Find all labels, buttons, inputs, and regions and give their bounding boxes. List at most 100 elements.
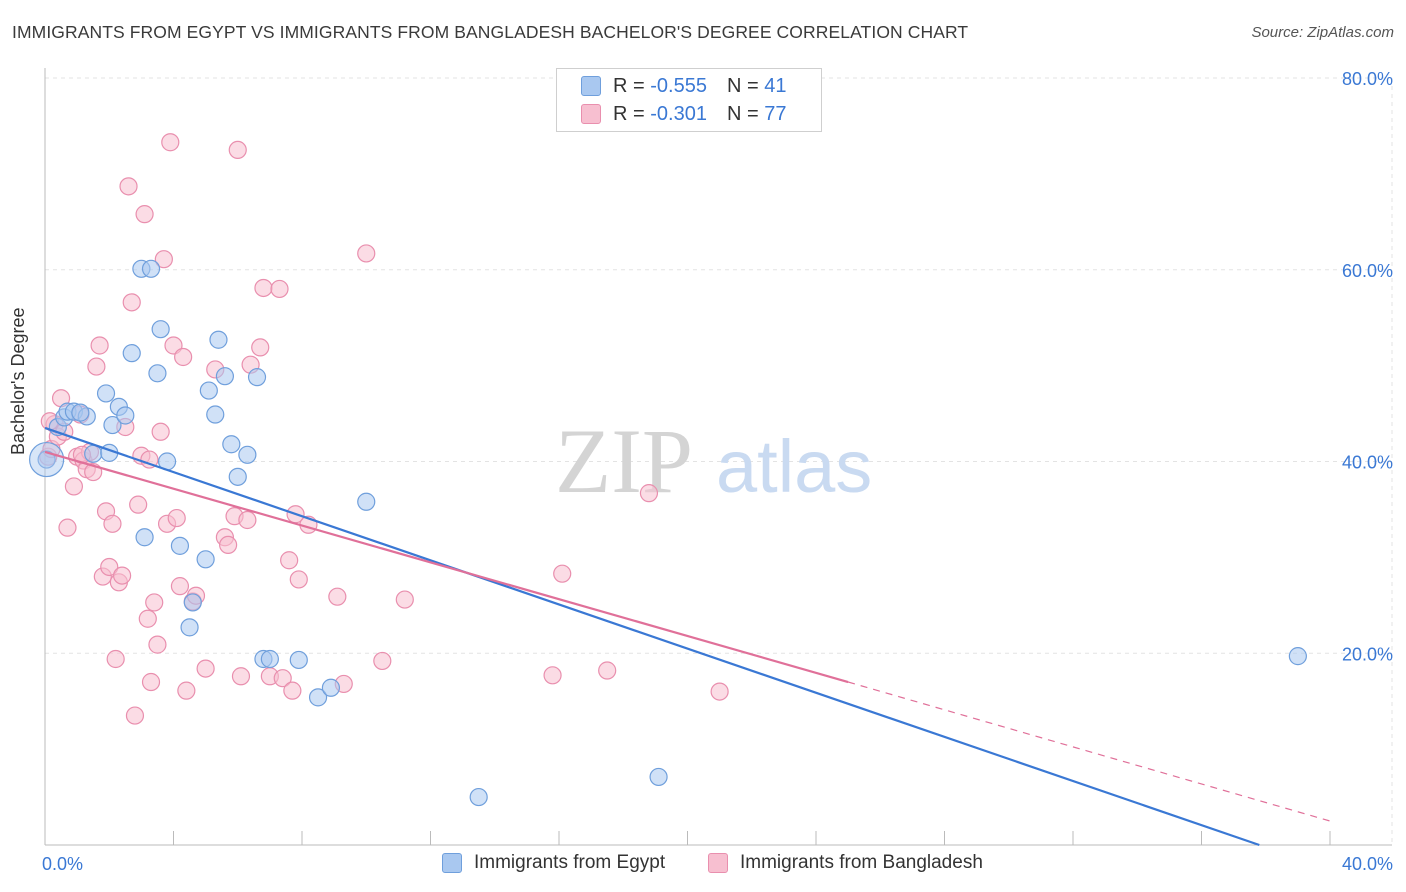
bangladesh-point — [177, 681, 196, 700]
bangladesh-point — [122, 293, 141, 312]
bangladesh-point — [273, 669, 292, 688]
x-tick-label-max: 40.0% — [1342, 854, 1393, 874]
x-tick-label-min: 0.0% — [42, 854, 83, 874]
egypt-point — [222, 435, 241, 454]
watermark-zip: ZIP — [555, 410, 693, 512]
egypt-point — [180, 618, 199, 637]
bangladesh-point — [174, 347, 193, 367]
egypt-point — [84, 444, 103, 463]
legend-bangladesh-r: -0.301 — [650, 102, 707, 125]
egypt-point — [148, 364, 167, 383]
egypt-point — [289, 650, 308, 670]
egypt-trend-line — [44, 426, 1260, 847]
bangladesh-point — [228, 140, 247, 160]
egypt-point — [649, 767, 668, 787]
y-tick-label: 20.0% — [1342, 644, 1393, 664]
source-label: Source: ZipAtlas.com — [1251, 24, 1394, 41]
bangladesh-point — [251, 338, 270, 357]
bangladesh-point — [87, 357, 106, 376]
legend-n-label: N = — [726, 102, 759, 125]
data-points — [29, 133, 1307, 807]
bangladesh-point — [373, 651, 392, 671]
egypt-point — [103, 415, 122, 435]
bangladesh-point — [553, 564, 572, 583]
bangladesh-point — [141, 672, 161, 692]
bangladesh-trend-line — [44, 450, 849, 684]
egypt-point — [135, 528, 154, 547]
bangladesh-point — [543, 666, 562, 685]
bottom-legend-egypt: Immigrants from Egypt — [442, 852, 665, 874]
egypt-point — [206, 405, 225, 424]
legend-row-egypt: R = -0.555 N = 41 — [581, 73, 786, 99]
y-axis-label: Bachelor's Degree — [8, 307, 28, 455]
bangladesh-point — [145, 593, 164, 612]
bangladesh-point — [231, 667, 251, 686]
watermark: ZIP atlas — [555, 410, 872, 512]
y-tick-label: 40.0% — [1342, 453, 1393, 473]
egypt-point — [116, 406, 135, 425]
egypt-point — [247, 368, 267, 387]
egypt-point — [96, 384, 116, 403]
egypt-point — [122, 344, 141, 363]
egypt-point — [196, 550, 215, 569]
egypt-point — [321, 678, 341, 697]
egypt-point — [71, 403, 90, 422]
legend-bangladesh-n: 77 — [764, 102, 787, 125]
egypt-point — [357, 492, 376, 511]
bangladesh-point — [161, 133, 180, 152]
egypt-point — [308, 688, 328, 707]
legend-n-label: N = — [726, 74, 759, 97]
egypt-point — [183, 593, 202, 612]
legend-row-bangladesh: R = -0.301 N = 77 — [581, 101, 786, 127]
egypt-point — [37, 450, 56, 469]
egypt-point — [199, 381, 218, 400]
legend-egypt-r: -0.555 — [650, 74, 707, 97]
bangladesh-point — [196, 659, 215, 678]
egypt-swatch — [581, 76, 601, 96]
bangladesh-point — [148, 635, 167, 654]
bangladesh-point — [289, 570, 308, 589]
bangladesh-trend-extension — [847, 681, 1331, 822]
egypt-point — [215, 367, 234, 386]
bangladesh-point — [129, 495, 148, 514]
trend-lines — [44, 426, 1331, 847]
bottom-legend-bangladesh: Immigrants from Bangladesh — [708, 852, 983, 874]
bangladesh-point — [100, 557, 119, 577]
bangladesh-legend-swatch — [708, 853, 728, 873]
bangladesh-point — [219, 535, 238, 555]
egypt-point — [260, 649, 279, 669]
bangladesh-point — [135, 205, 154, 224]
egypt-point — [170, 536, 190, 555]
bangladesh-point — [151, 422, 170, 441]
bangladesh-point — [170, 577, 190, 596]
egypt-point — [238, 445, 257, 464]
bangladesh-swatch — [581, 104, 601, 124]
bangladesh-point — [154, 250, 173, 269]
legend-r-label: R = — [613, 102, 645, 125]
bangladesh-point — [238, 510, 257, 530]
bangladesh-point — [138, 609, 157, 628]
bangladesh-legend-label: Immigrants from Bangladesh — [740, 852, 983, 873]
egypt-point — [209, 330, 228, 349]
bangladesh-point — [357, 244, 376, 263]
legend-r-label: R = — [613, 74, 645, 97]
bangladesh-point — [328, 587, 347, 606]
bangladesh-point — [64, 477, 84, 496]
bangladesh-point — [103, 514, 122, 533]
bangladesh-point — [90, 336, 109, 355]
bangladesh-point — [106, 649, 125, 669]
correlation-legend: R = -0.555 N = 41 R = -0.301 N = 77 — [556, 68, 822, 132]
egypt-point — [228, 467, 247, 486]
bangladesh-point — [395, 590, 414, 609]
y-tick-label: 80.0% — [1342, 69, 1393, 89]
bangladesh-point — [112, 566, 132, 585]
bangladesh-point — [639, 484, 659, 503]
egypt-legend-label: Immigrants from Egypt — [474, 852, 666, 873]
bangladesh-point — [140, 450, 159, 469]
bangladesh-point — [167, 508, 186, 528]
bangladesh-point — [254, 278, 273, 298]
egypt-point — [1288, 647, 1307, 666]
watermark-atlas: atlas — [716, 425, 872, 508]
egypt-legend-swatch — [442, 853, 462, 873]
